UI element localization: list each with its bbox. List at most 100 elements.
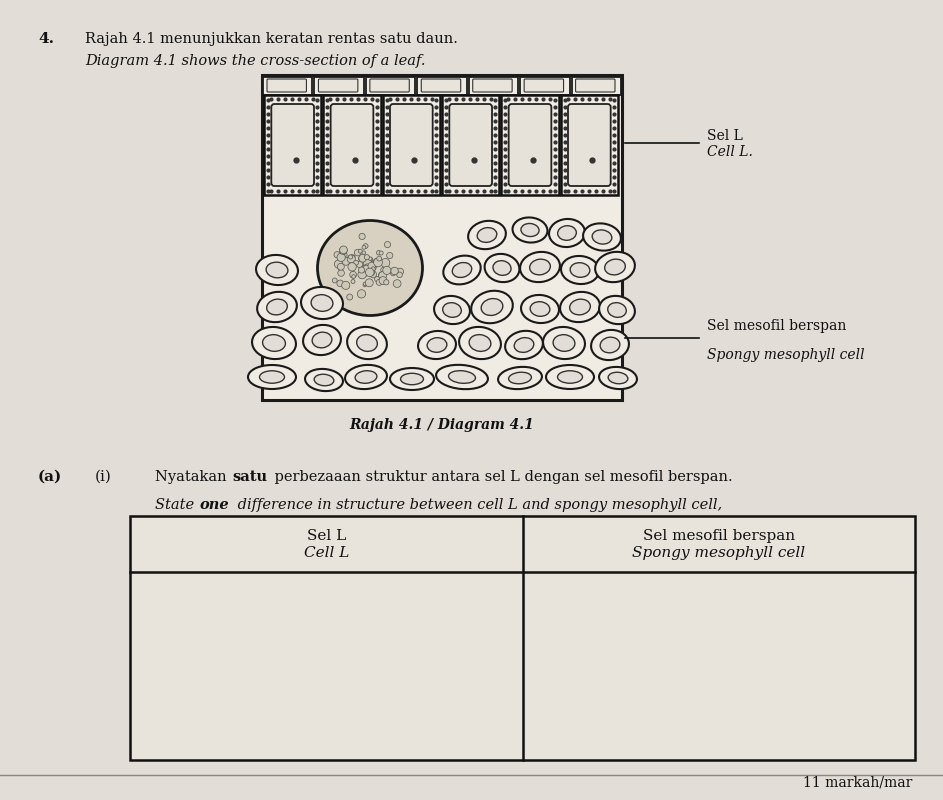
Ellipse shape	[335, 260, 343, 268]
Ellipse shape	[356, 262, 363, 268]
Ellipse shape	[358, 256, 363, 261]
Ellipse shape	[385, 242, 390, 248]
Ellipse shape	[366, 270, 370, 273]
Ellipse shape	[352, 274, 356, 278]
Text: perbezaaan struktur antara sel L dengan sel mesofil berspan.: perbezaaan struktur antara sel L dengan …	[270, 470, 733, 484]
Ellipse shape	[256, 255, 298, 285]
Ellipse shape	[376, 250, 381, 255]
Ellipse shape	[370, 271, 376, 278]
Ellipse shape	[570, 299, 590, 315]
Ellipse shape	[252, 327, 296, 359]
Ellipse shape	[356, 370, 377, 383]
Ellipse shape	[557, 370, 583, 383]
Ellipse shape	[370, 265, 376, 271]
Ellipse shape	[334, 252, 340, 258]
Ellipse shape	[369, 257, 372, 261]
Ellipse shape	[449, 370, 475, 383]
FancyBboxPatch shape	[568, 104, 611, 186]
Ellipse shape	[378, 272, 386, 279]
Ellipse shape	[355, 250, 361, 256]
Text: Nyatakan: Nyatakan	[155, 470, 231, 484]
Ellipse shape	[372, 261, 374, 265]
FancyBboxPatch shape	[449, 104, 492, 186]
Ellipse shape	[338, 270, 344, 276]
Ellipse shape	[339, 266, 342, 270]
Ellipse shape	[356, 334, 377, 351]
Ellipse shape	[369, 258, 372, 262]
Ellipse shape	[513, 218, 548, 242]
Ellipse shape	[583, 223, 620, 250]
Text: State: State	[155, 498, 199, 512]
Ellipse shape	[364, 254, 370, 260]
Ellipse shape	[362, 251, 366, 254]
Bar	[314, 77, 364, 95]
Ellipse shape	[379, 273, 384, 278]
Ellipse shape	[347, 255, 356, 263]
Bar	[521, 77, 570, 95]
Ellipse shape	[262, 334, 286, 351]
Ellipse shape	[318, 221, 422, 315]
Ellipse shape	[592, 230, 612, 244]
Text: Sel L: Sel L	[306, 529, 346, 543]
FancyBboxPatch shape	[508, 104, 552, 186]
Ellipse shape	[354, 260, 358, 265]
Ellipse shape	[379, 251, 383, 255]
FancyBboxPatch shape	[319, 79, 357, 92]
Text: Diagram 4.1 shows the cross-section of a leaf.: Diagram 4.1 shows the cross-section of a…	[85, 54, 425, 68]
Ellipse shape	[521, 223, 539, 237]
Bar	[418, 77, 467, 95]
Ellipse shape	[477, 228, 497, 242]
Ellipse shape	[339, 246, 347, 254]
Ellipse shape	[508, 372, 532, 384]
Ellipse shape	[549, 219, 585, 247]
Ellipse shape	[365, 278, 373, 286]
Ellipse shape	[358, 254, 367, 262]
Bar	[502, 95, 558, 195]
Ellipse shape	[267, 299, 288, 315]
Ellipse shape	[374, 276, 380, 282]
Bar	[130, 516, 915, 760]
Text: difference in structure between cell L and spongy mesophyll cell,: difference in structure between cell L a…	[233, 498, 722, 512]
Ellipse shape	[358, 249, 362, 253]
Bar	[442, 95, 500, 195]
Ellipse shape	[305, 369, 343, 391]
Text: Sel L: Sel L	[707, 129, 743, 143]
Ellipse shape	[339, 247, 347, 254]
Ellipse shape	[364, 264, 372, 272]
Bar	[323, 95, 381, 195]
Ellipse shape	[351, 279, 355, 283]
Text: satu: satu	[232, 470, 267, 484]
Ellipse shape	[434, 296, 470, 324]
Ellipse shape	[350, 271, 356, 278]
Bar	[571, 77, 621, 95]
Ellipse shape	[379, 277, 387, 285]
Bar	[366, 77, 415, 95]
Ellipse shape	[401, 374, 423, 385]
FancyBboxPatch shape	[422, 79, 461, 92]
Ellipse shape	[376, 279, 382, 286]
Text: 11 markah/mar: 11 markah/mar	[802, 776, 912, 790]
Ellipse shape	[604, 259, 625, 275]
Ellipse shape	[390, 368, 434, 390]
Ellipse shape	[505, 331, 543, 359]
Ellipse shape	[383, 266, 391, 274]
Ellipse shape	[363, 259, 372, 268]
Text: Sel mesofil berspan: Sel mesofil berspan	[643, 529, 795, 543]
Ellipse shape	[363, 265, 371, 273]
Ellipse shape	[377, 256, 382, 261]
Text: one: one	[200, 498, 230, 512]
Ellipse shape	[362, 246, 366, 250]
Ellipse shape	[469, 334, 491, 351]
Ellipse shape	[373, 258, 378, 264]
Ellipse shape	[368, 262, 375, 270]
Ellipse shape	[259, 370, 285, 383]
Ellipse shape	[368, 270, 374, 276]
Ellipse shape	[600, 337, 620, 353]
Ellipse shape	[546, 365, 594, 389]
Ellipse shape	[560, 292, 600, 322]
FancyBboxPatch shape	[524, 79, 564, 92]
Ellipse shape	[397, 272, 403, 278]
Ellipse shape	[337, 254, 345, 262]
Ellipse shape	[371, 262, 374, 266]
FancyBboxPatch shape	[390, 104, 433, 186]
